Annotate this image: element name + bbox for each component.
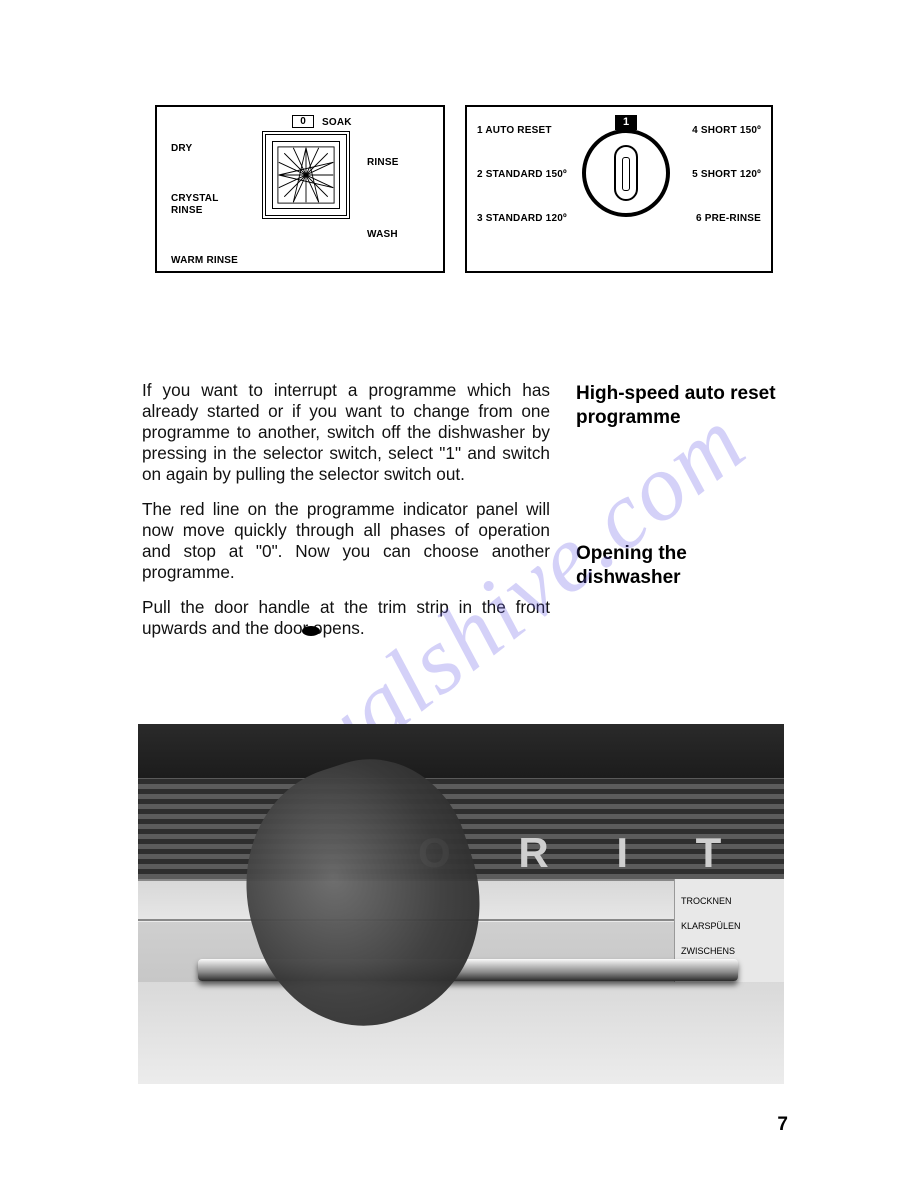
- label-short-120: 5 SHORT 120º: [692, 169, 761, 180]
- label-dry: DRY: [171, 143, 192, 154]
- photo-door: [138, 982, 784, 1084]
- indicator-panel: 0 SOAK: [155, 105, 445, 273]
- photo-label-panel: TROCKNEN KLARSPÜLEN ZWISCHENS: [674, 879, 784, 999]
- photo-label-a: TROCKNEN: [681, 889, 778, 914]
- label-standard-120: 3 STANDARD 120º: [477, 213, 567, 224]
- label-rinse: RINSE: [367, 157, 399, 168]
- ink-mark: [302, 626, 320, 636]
- heading-high-speed: High-speed auto reset programme: [576, 382, 786, 430]
- body-text: If you want to interrupt a programme whi…: [142, 380, 550, 653]
- one-tab: 1: [615, 115, 637, 130]
- label-warm-rinse: WARM RINSE: [171, 255, 238, 266]
- indicator-core: [272, 141, 340, 209]
- zero-tab: 0: [292, 115, 314, 128]
- label-crystal-rinse: CRYSTAL RINSE: [171, 193, 219, 217]
- heading-opening: Opening the dishwasher: [576, 542, 786, 590]
- page-number: 7: [777, 1114, 788, 1136]
- page: 0 SOAK: [0, 0, 918, 1188]
- label-auto-reset: 1 AUTO RESET: [477, 125, 552, 136]
- label-wash: WASH: [367, 229, 398, 240]
- label-short-150: 4 SHORT 150º: [692, 125, 761, 136]
- indicator-box: [262, 131, 350, 219]
- selector-dial: [582, 129, 670, 217]
- selector-panel: 1 1 AUTO RESET 2 STANDARD 150º 3 STANDAR…: [465, 105, 773, 273]
- paragraph-1: If you want to interrupt a programme whi…: [142, 380, 550, 485]
- selector-knob: [614, 145, 638, 201]
- sunburst-icon: [277, 146, 335, 204]
- paragraph-3: Pull the door handle at the trim strip i…: [142, 597, 550, 639]
- label-pre-rinse: 6 PRE-RINSE: [696, 213, 761, 224]
- dishwasher-photo: O R I T TROCKNEN KLARSPÜLEN ZWISCHENS: [138, 724, 784, 1084]
- label-standard-150: 2 STANDARD 150º: [477, 169, 567, 180]
- label-soak: SOAK: [322, 117, 352, 128]
- photo-label-b: KLARSPÜLEN: [681, 914, 778, 939]
- paragraph-2: The red line on the programme indicator …: [142, 499, 550, 583]
- control-diagrams: 0 SOAK: [155, 105, 773, 273]
